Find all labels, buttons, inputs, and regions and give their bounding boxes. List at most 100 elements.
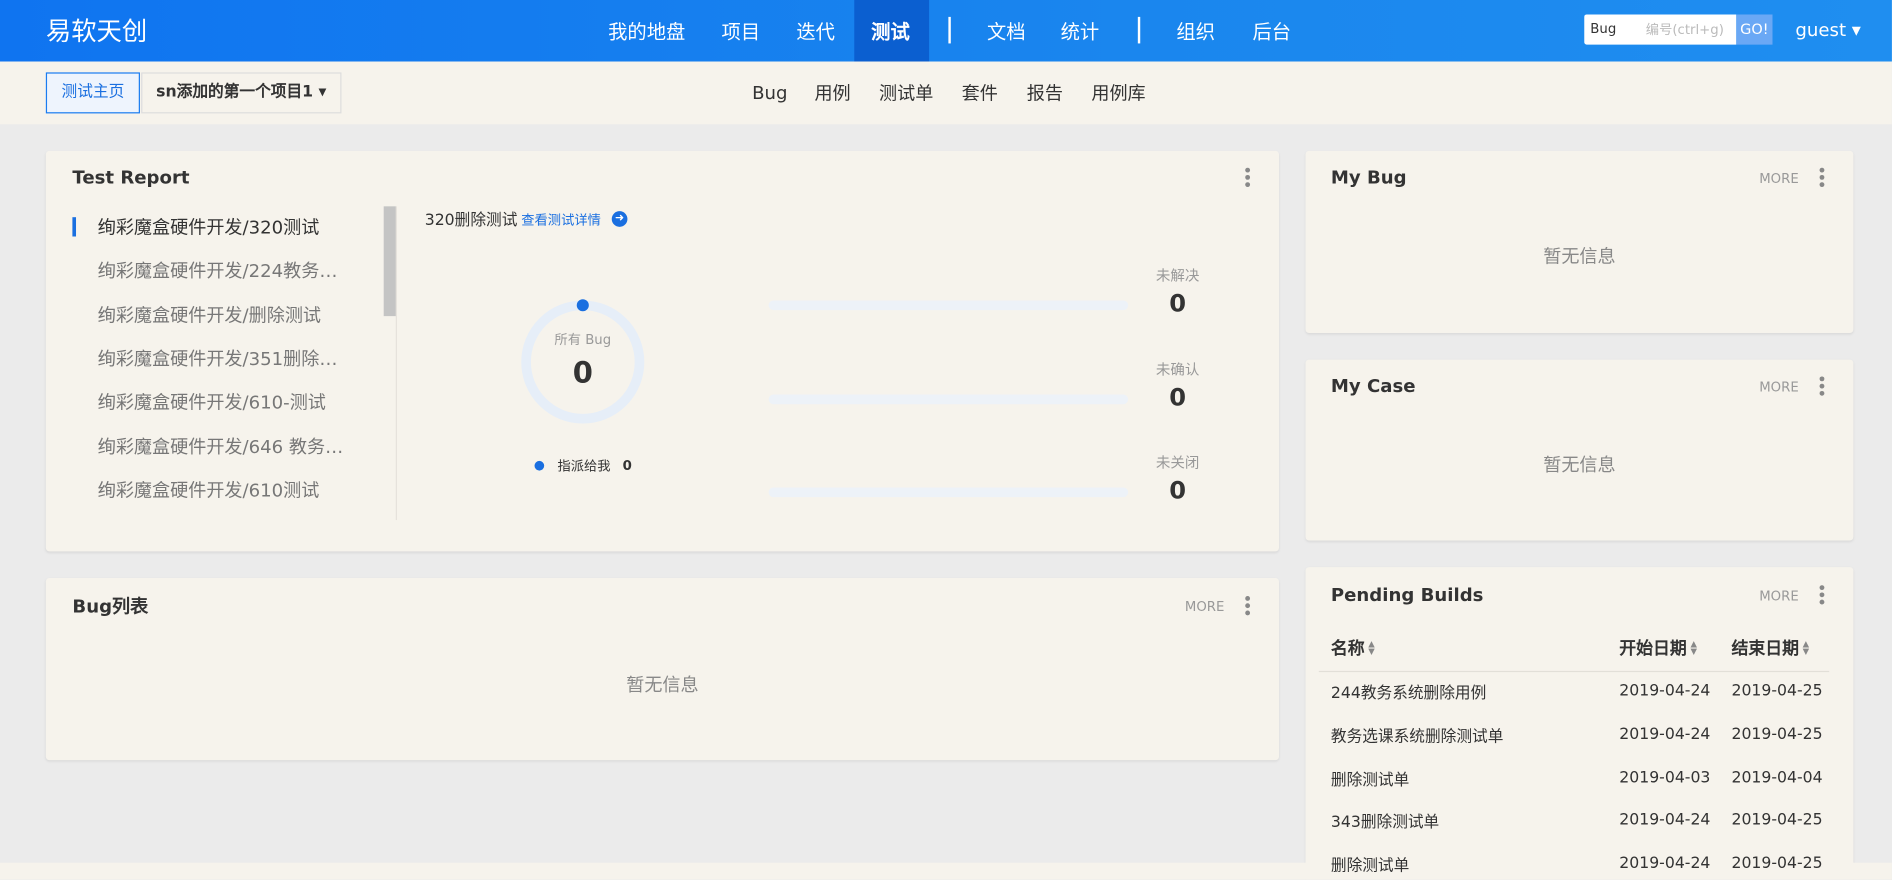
nav-item[interactable]: 后台 — [1252, 20, 1292, 44]
more-link[interactable]: MORE — [1759, 588, 1799, 604]
table-header-rule — [1318, 670, 1830, 673]
total-value: 0 — [572, 355, 593, 390]
table-cell: 2019-04-25 — [1731, 682, 1823, 701]
table-cell: 343删除测试单 — [1330, 814, 1440, 833]
subnav-item[interactable]: 报告 — [1026, 82, 1064, 105]
scrollbar[interactable] — [383, 206, 396, 317]
my-case-panel — [1305, 359, 1854, 541]
panel-title: Pending Builds — [1330, 583, 1484, 606]
stat-value: 0 — [1169, 475, 1187, 505]
nav-item[interactable]: 统计 — [1060, 20, 1100, 44]
panel-menu[interactable] — [1819, 167, 1825, 190]
nav-item[interactable]: 组织 — [1176, 20, 1216, 44]
table-cell: 删除测试单 — [1330, 771, 1410, 790]
progress-track — [768, 300, 1129, 311]
selected-indicator — [72, 217, 77, 237]
pending-builds-panel — [1305, 567, 1854, 880]
empty-message: 暂无信息 — [1543, 245, 1616, 268]
more-link[interactable]: MORE — [1759, 170, 1799, 187]
table-cell: 删除测试单 — [1330, 857, 1410, 876]
user-name: guest — [1795, 19, 1847, 42]
nav-item[interactable]: 文档 — [986, 20, 1026, 44]
logo[interactable]: 易软天创 — [45, 16, 148, 46]
subnav-item[interactable]: 套件 — [961, 82, 998, 105]
sort-icon[interactable]: ▲ ▼ — [1690, 639, 1697, 657]
more-link[interactable]: MORE — [1759, 379, 1799, 396]
nav-item[interactable]: 项目 — [721, 20, 761, 44]
table-cell: 2019-04-24 — [1619, 855, 1711, 874]
stat-label: 未关闭 — [1155, 454, 1200, 472]
nav-item[interactable]: 测试 — [871, 20, 910, 44]
search-type[interactable]: Bug — [1590, 21, 1617, 37]
progress-track — [768, 393, 1129, 404]
header — [0, 0, 1892, 62]
breadcrumb-home[interactable]: 测试主页 — [45, 72, 140, 114]
column-header[interactable]: 开始日期 — [1619, 639, 1687, 659]
report-item[interactable]: 绚彩魔盒硬件开发/610测试 — [97, 479, 320, 502]
more-link[interactable]: MORE — [1184, 599, 1225, 615]
sort-icon[interactable]: ▲ ▼ — [1802, 639, 1810, 657]
subnav-item[interactable]: Bug — [752, 82, 788, 104]
search-box[interactable] — [1584, 14, 1737, 45]
detail-link[interactable]: 查看测试详情 — [521, 212, 601, 229]
separator — [1137, 16, 1141, 44]
stat-value: 0 — [1169, 288, 1187, 318]
search-input[interactable]: 编号(ctrl+g) — [1645, 21, 1724, 38]
table-cell: 2019-04-04 — [1731, 768, 1823, 787]
column-header[interactable]: 名称 — [1330, 639, 1365, 659]
empty-message: 暂无信息 — [626, 673, 699, 696]
legend-dot — [534, 460, 545, 471]
table-cell: 2019-04-25 — [1731, 811, 1823, 831]
panel-menu[interactable] — [1819, 376, 1825, 398]
report-item[interactable]: 绚彩魔盒硬件开发/删除测试 — [97, 304, 322, 326]
progress-track — [768, 487, 1129, 498]
donut — [521, 299, 645, 424]
separator — [948, 16, 951, 44]
panel-title: Bug列表 — [72, 595, 149, 618]
empty-message: 暂无信息 — [1543, 454, 1616, 477]
table-cell: 2019-04-24 — [1619, 811, 1711, 831]
panel-title: Test Report — [72, 166, 190, 189]
subnav-item[interactable]: 用例 — [814, 82, 851, 105]
breadcrumb-project[interactable]: sn添加的第一个项目1 ▾ — [141, 72, 342, 114]
stat-label: 未解决 — [1155, 267, 1200, 285]
panel-menu[interactable] — [1245, 596, 1251, 618]
table-cell: 244教务系统删除用例 — [1330, 684, 1487, 703]
nav-active-bg — [854, 0, 930, 62]
panel-title: My Case — [1330, 375, 1416, 397]
table-cell: 2019-04-25 — [1731, 725, 1823, 744]
table-cell: 教务选课系统删除测试单 — [1330, 727, 1504, 747]
report-item[interactable]: 绚彩魔盒硬件开发/610-测试 — [97, 391, 326, 414]
search-button[interactable]: GO! — [1736, 14, 1773, 45]
subnav-item[interactable]: 测试单 — [878, 82, 934, 105]
footer — [0, 862, 1892, 880]
assigned-value: 0 — [622, 457, 632, 474]
report-name: 320删除测试 — [424, 211, 518, 230]
arrow-icon[interactable]: ➜ — [611, 211, 628, 227]
column-header[interactable]: 结束日期 — [1731, 639, 1800, 659]
stat-value: 0 — [1169, 381, 1187, 411]
bug-list-panel — [45, 577, 1279, 761]
panel-title: My Bug — [1330, 166, 1407, 189]
stat-label: 未确认 — [1155, 360, 1200, 378]
project-name: sn添加的第一个项目1 — [156, 83, 314, 102]
my-bug-panel — [1305, 150, 1854, 334]
sort-icon[interactable]: ▲ ▼ — [1368, 639, 1375, 657]
test-report-panel — [45, 150, 1279, 552]
nav-item[interactable]: 迭代 — [796, 20, 835, 44]
report-item[interactable]: 绚彩魔盒硬件开发/320测试 — [97, 216, 320, 239]
user-menu[interactable]: guest ▾ — [1795, 19, 1861, 42]
nav-item[interactable]: 我的地盘 — [608, 20, 686, 44]
panel-menu[interactable] — [1245, 167, 1251, 190]
report-item[interactable]: 绚彩魔盒硬件开发/224教务… — [97, 260, 338, 283]
assigned-label: 指派给我 — [557, 458, 611, 475]
subnav-item[interactable]: 用例库 — [1091, 82, 1146, 105]
report-item[interactable]: 绚彩魔盒硬件开发/351删除… — [97, 347, 338, 370]
panel-menu[interactable] — [1819, 585, 1825, 607]
total-label: 所有 Bug — [554, 331, 612, 348]
table-cell: 2019-04-03 — [1619, 768, 1711, 787]
report-item[interactable]: 绚彩魔盒硬件开发/646 教务… — [97, 435, 344, 458]
table-cell: 2019-04-25 — [1731, 855, 1823, 874]
